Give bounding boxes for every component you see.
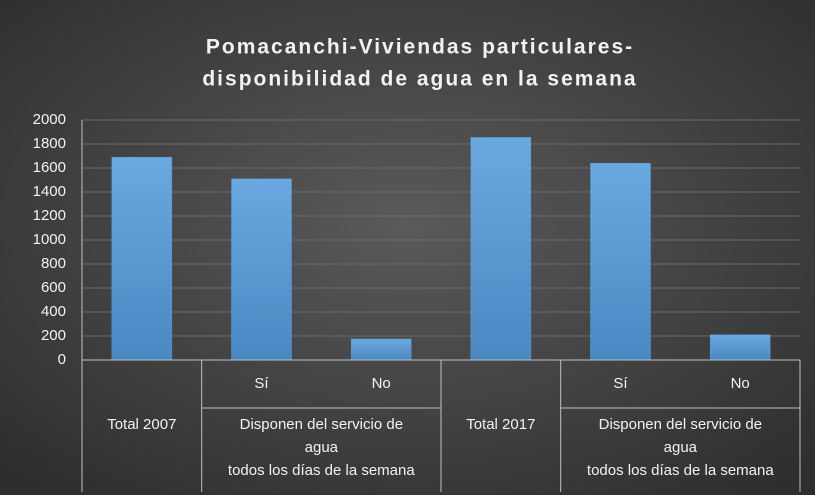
x-tick-label: Sí (254, 375, 269, 392)
group-label: Total 2017 (466, 416, 535, 433)
bar (350, 338, 412, 361)
y-tick-label: 600 (41, 279, 66, 296)
group-label: agua (305, 439, 339, 456)
bar (231, 178, 292, 361)
y-tick-label: 0 (58, 351, 66, 368)
y-tick-label: 400 (41, 303, 66, 320)
bar (590, 162, 651, 361)
y-tick-label: 200 (41, 327, 66, 344)
y-tick-label: 1600 (33, 159, 66, 176)
x-tick-label: Sí (613, 375, 628, 392)
group-label: Disponen del servicio de (599, 416, 762, 433)
group-label: Total 2007 (107, 416, 176, 433)
group-label: agua (664, 439, 698, 456)
y-tick-label: 1400 (33, 183, 66, 200)
group-label: Disponen del servicio de (240, 416, 403, 433)
x-tick-label: No (731, 375, 750, 392)
y-tick-label: 1800 (33, 135, 66, 152)
chart-title: disponibilidad de agua en la semana (202, 68, 637, 91)
y-tick-label: 2000 (33, 111, 66, 128)
group-label: todos los días de la semana (228, 462, 415, 479)
y-tick-label: 800 (41, 255, 66, 272)
group-label: todos los días de la semana (587, 462, 774, 479)
bar (111, 156, 173, 361)
y-tick-label: 1200 (33, 207, 66, 224)
bar (470, 137, 532, 361)
bar (709, 334, 771, 361)
chart-title: Pomacanchi-Viviendas particulares- (206, 36, 634, 59)
x-tick-label: No (372, 375, 391, 392)
y-tick-label: 1000 (33, 231, 66, 248)
